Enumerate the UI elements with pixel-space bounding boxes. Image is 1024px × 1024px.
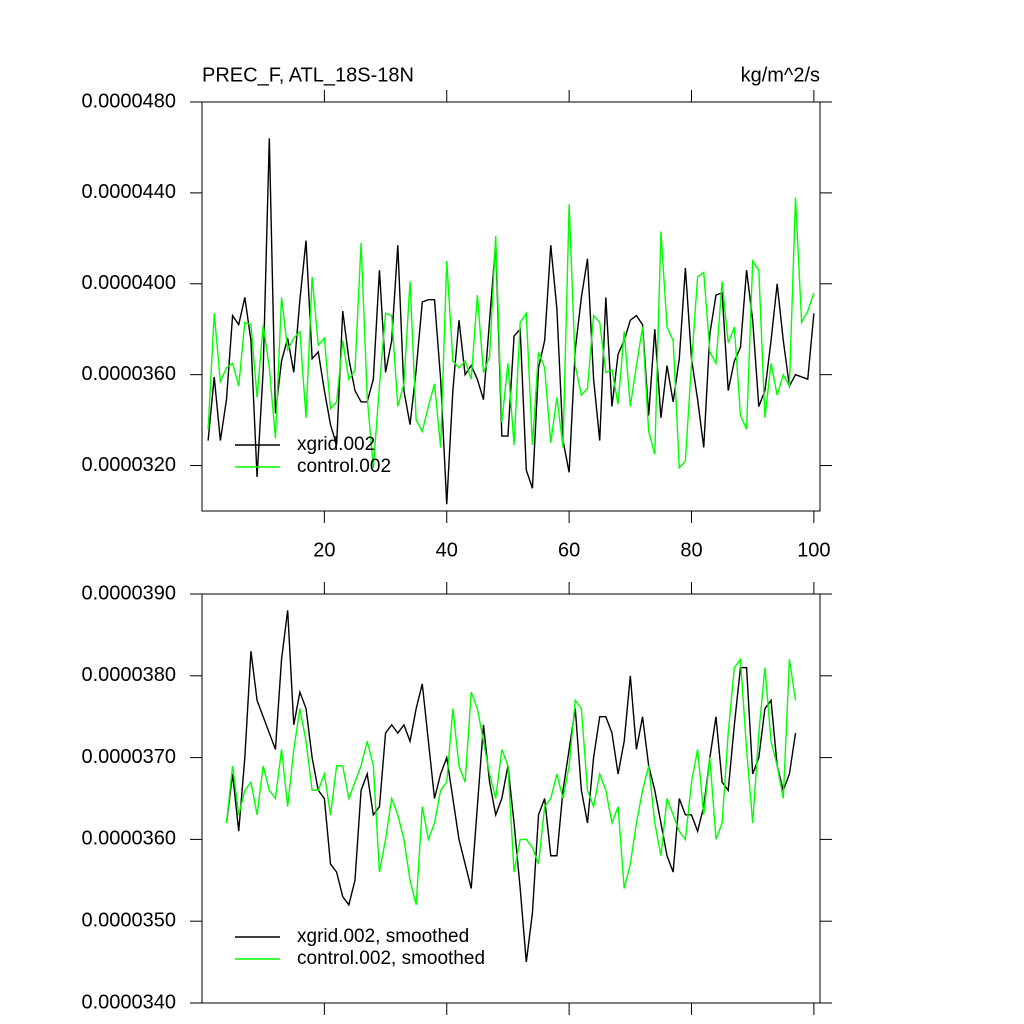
y-tick-label: 0.0000380 [81, 664, 176, 686]
y-tick-label: 0.0000400 [81, 272, 176, 294]
y-tick-label: 0.0000320 [81, 454, 176, 476]
series-line [207, 197, 815, 470]
legend-label: xgrid.002 [297, 434, 375, 455]
y-tick-label: 0.0000480 [81, 90, 176, 112]
units-label: kg/m^2/s [741, 64, 820, 86]
y-tick-label: 0.0000360 [81, 828, 176, 850]
x-tick-label: 20 [313, 539, 335, 561]
y-tick-label: 0.0000370 [81, 746, 176, 768]
y-tick-label: 0.0000350 [81, 909, 176, 931]
y-tick-label: 0.0000360 [81, 363, 176, 385]
y-tick-label: 0.0000340 [81, 991, 176, 1013]
y-tick-label: 0.0000390 [81, 582, 176, 604]
plot-frame [201, 593, 821, 1004]
plot-frame [201, 101, 821, 512]
x-tick-label: 40 [436, 539, 458, 561]
chart-title: PREC_F, ATL_18S-18N [202, 64, 414, 86]
x-tick-label: 60 [558, 539, 580, 561]
legend-label: xgrid.002, smoothed [297, 926, 469, 947]
series-line [225, 610, 797, 963]
x-tick-label: 80 [680, 539, 702, 561]
legend-label: control.002 [297, 456, 391, 477]
y-tick-label: 0.0000440 [81, 181, 176, 203]
series-line [225, 657, 797, 906]
x-tick-label: 100 [797, 539, 830, 561]
legend-label: control.002, smoothed [297, 948, 485, 969]
series-line [207, 138, 815, 505]
